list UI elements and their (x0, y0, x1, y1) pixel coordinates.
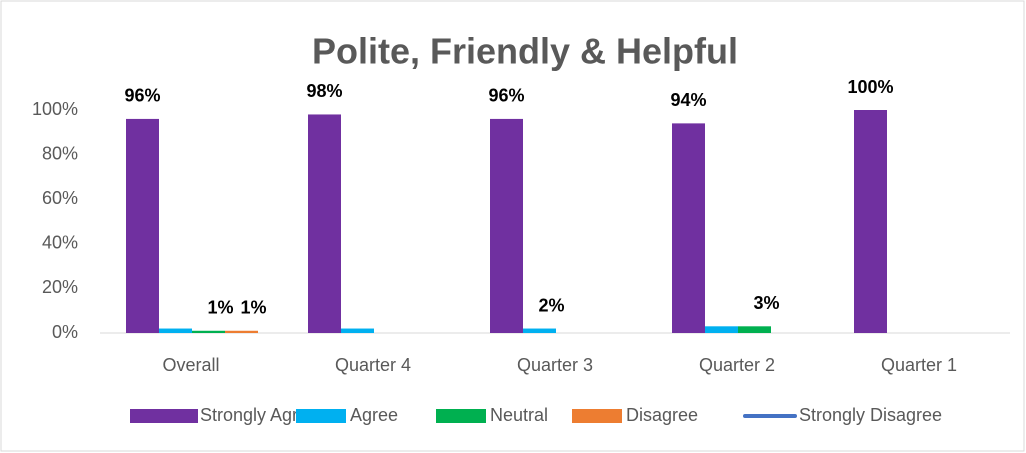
bar (854, 110, 887, 333)
legend-swatch (572, 409, 622, 423)
y-tick-label: 60% (42, 188, 78, 208)
y-tick-label: 20% (42, 277, 78, 297)
bar (308, 114, 341, 334)
bar (126, 118, 159, 333)
bar (738, 326, 771, 333)
bar (672, 123, 705, 333)
bar (523, 328, 556, 333)
x-tick-label: Quarter 1 (881, 355, 957, 375)
x-tick-label: Overall (162, 355, 219, 375)
x-tick-label: Quarter 2 (699, 355, 775, 375)
y-tick-label: 40% (42, 233, 78, 253)
bar (192, 330, 225, 333)
bar (341, 328, 374, 333)
legend-label: Strongly Agree (200, 405, 318, 425)
y-tick-label: 100% (32, 99, 78, 119)
data-label: 96% (124, 86, 160, 106)
data-label: 1% (207, 298, 233, 318)
bar (159, 328, 192, 333)
x-tick-label: Quarter 4 (335, 355, 411, 375)
legend-swatch (296, 409, 346, 423)
bar (225, 330, 258, 333)
legend-label: Neutral (490, 405, 548, 425)
legend-label: Agree (350, 405, 398, 425)
data-label: 2% (538, 295, 564, 315)
legend-label: Disagree (626, 405, 698, 425)
x-tick-label: Quarter 3 (517, 355, 593, 375)
data-label: 98% (306, 81, 342, 101)
legend-label: Strongly Disagree (799, 405, 942, 425)
y-tick-label: 0% (52, 322, 78, 342)
bar (705, 326, 738, 333)
y-tick-label: 80% (42, 143, 78, 163)
chart-title: Polite, Friendly & Helpful (312, 31, 738, 72)
data-label: 94% (670, 90, 706, 110)
legend-swatch (436, 409, 486, 423)
data-label: 96% (488, 86, 524, 106)
data-label: 3% (753, 293, 779, 313)
legend-swatch (130, 409, 198, 423)
bar (490, 118, 523, 333)
data-label: 100% (847, 77, 893, 97)
data-label: 1% (240, 298, 266, 318)
